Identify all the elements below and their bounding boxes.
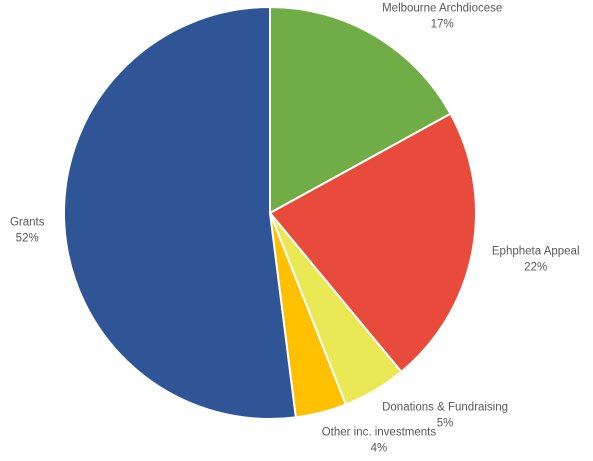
pie-value-other-inc-investments: 4% <box>371 443 388 455</box>
pie-data-labels: Melbourne Archdiocese 17% Ephpheta Appeal 2… <box>10 2 580 454</box>
pie-slice-ephpheta-appeal <box>269 112 477 373</box>
pie-slices <box>63 6 477 420</box>
pie-slice-grants <box>63 6 297 420</box>
pie-value-melbourne-archdiocese: 17% <box>431 18 454 30</box>
pie-value-grants: 52% <box>16 233 39 245</box>
pie-value-donations-and-fundraising: 5% <box>437 418 454 430</box>
pie-value-ephpheta-appeal: 22% <box>524 261 547 273</box>
pie-label-grants: Grants <box>10 217 45 229</box>
pie-label-other-inc-investments: Other inc. investments <box>322 427 437 439</box>
pie-label-melbourne-archdiocese: Melbourne Archdiocese <box>382 2 502 14</box>
pie-slice-melbourne-archdiocese <box>269 6 452 214</box>
pie-label-ephpheta-appeal: Ephpheta Appeal <box>492 245 580 257</box>
pie-label-donations-and-fundraising: Donations & Fundraising <box>382 402 508 414</box>
